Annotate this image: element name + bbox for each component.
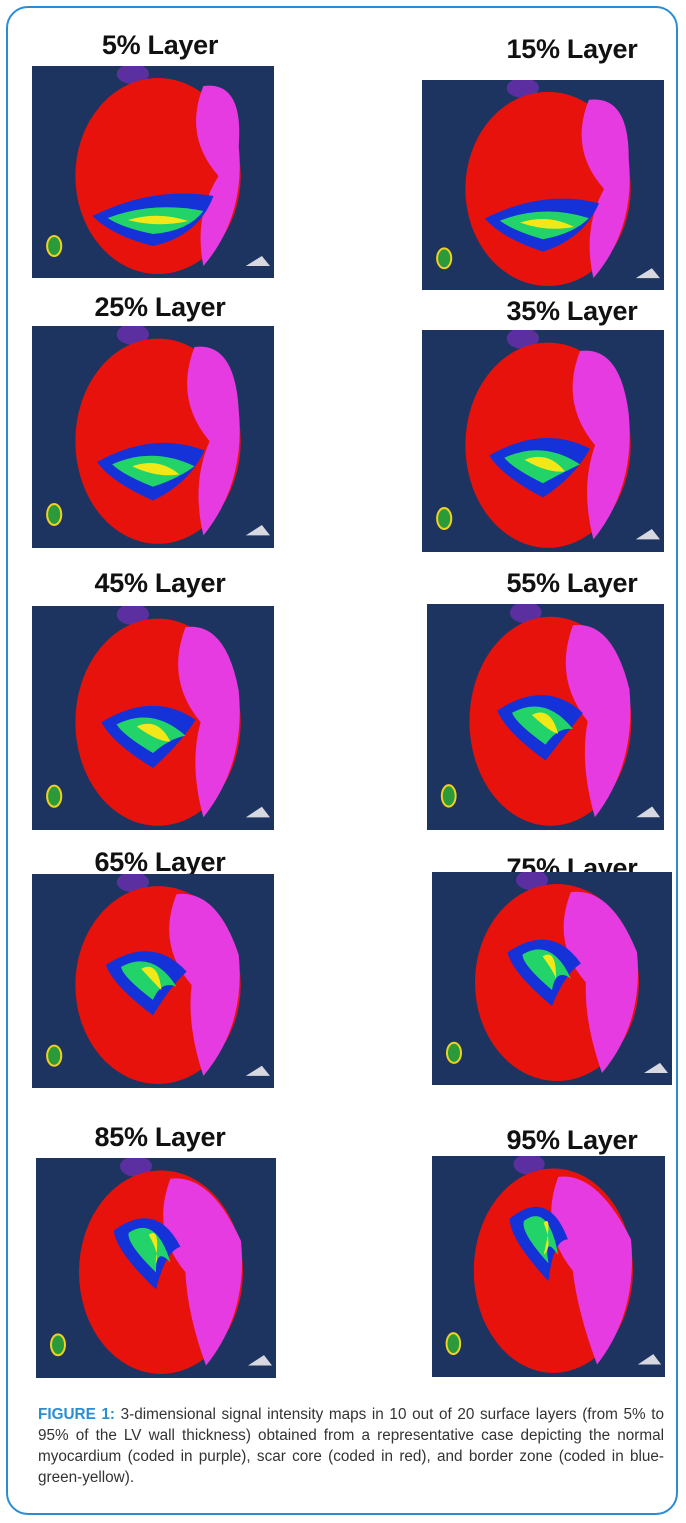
map-image xyxy=(32,874,274,1088)
image-icon xyxy=(447,1043,461,1063)
panel-label: 45% Layer xyxy=(30,568,290,599)
image-icon xyxy=(447,1333,461,1354)
caption-text: 3-dimensional signal intensity maps in 1… xyxy=(38,1406,664,1486)
panel-label: 5% Layer xyxy=(30,30,290,61)
map-image xyxy=(422,330,664,552)
image-icon xyxy=(47,504,61,525)
map-image xyxy=(427,604,664,830)
panel-label: 35% Layer xyxy=(442,296,686,327)
map-image xyxy=(32,326,274,548)
caption-label: FIGURE 1: xyxy=(38,1406,115,1423)
map-image xyxy=(32,66,274,278)
map-image xyxy=(36,1158,276,1378)
image-icon xyxy=(437,508,451,529)
image-icon xyxy=(442,785,456,806)
map-image xyxy=(432,1156,665,1377)
map-image xyxy=(32,606,274,830)
panel-label: 25% Layer xyxy=(30,292,290,323)
image-icon xyxy=(47,786,61,807)
panel-label: 55% Layer xyxy=(442,568,686,599)
image-icon xyxy=(51,1334,65,1355)
map-image xyxy=(422,80,664,290)
map-image xyxy=(432,872,672,1085)
figure-caption: FIGURE 1: 3-dimensional signal intensity… xyxy=(38,1404,664,1488)
panel-label: 95% Layer xyxy=(442,1125,686,1156)
panel-label: 15% Layer xyxy=(442,34,686,65)
image-icon xyxy=(47,236,61,256)
image-icon xyxy=(47,1046,61,1066)
page: 5% Layer 15% Layer 25% Layer 35% Layer 45% L… xyxy=(0,0,686,1523)
panel-label: 85% Layer xyxy=(30,1122,290,1153)
image-icon xyxy=(437,248,451,268)
